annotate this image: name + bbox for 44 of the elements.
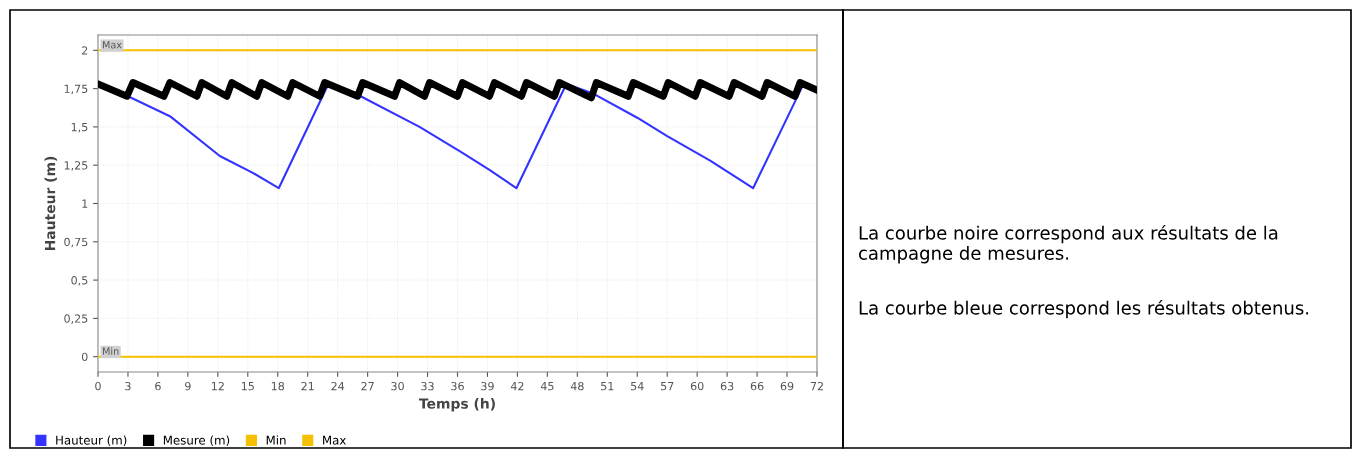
x-tick-label: 69: [780, 381, 794, 391]
x-tick-label: 6: [155, 381, 161, 391]
x-tick-label: 60: [690, 381, 704, 391]
x-tick-label: 36: [451, 381, 464, 391]
x-tick-label: 15: [241, 382, 254, 391]
x-tick-label: 0: [95, 381, 101, 391]
x-tick-label: 51: [601, 382, 614, 391]
x-tick-label: 45: [540, 382, 554, 391]
y-tick-label: 1,25: [64, 161, 88, 171]
x-tick-label: 24: [331, 381, 345, 391]
x-tick-label: 66: [750, 381, 764, 391]
y-tick-label: 1,75: [64, 84, 88, 95]
y-axis-title: Hauteur (m): [44, 156, 57, 251]
x-axis-title: Temps (h): [418, 398, 495, 412]
x-tick-label: 39: [481, 381, 494, 391]
x-tick-label: 21: [301, 381, 314, 391]
x-tick-label: 27: [361, 381, 374, 391]
legend-label: Min: [266, 435, 286, 445]
x-tick-label: 9: [185, 381, 191, 391]
y-tick-label: 2: [82, 46, 88, 55]
annotation: Min: [102, 347, 119, 355]
annotation: Max: [102, 41, 122, 49]
x-tick-label: 42: [510, 381, 524, 391]
x-tick-label: 48: [570, 381, 584, 391]
x-tick-label: 72: [810, 381, 823, 391]
y-tick-label: 1,5: [71, 123, 88, 133]
legend-label: Max: [323, 435, 346, 445]
x-tick-label: 63: [720, 381, 734, 391]
y-tick-label: 1: [82, 199, 88, 208]
x-tick-label: 57: [661, 382, 674, 391]
y-tick-label: 0,75: [64, 237, 88, 248]
x-tick-label: 30: [391, 381, 404, 391]
y-tick-label: 0: [81, 352, 88, 362]
text: La courbe bleue correspond les résultats obtenus.: [859, 300, 1309, 319]
legend-label: Hauteur (m): [56, 435, 127, 447]
x-tick-label: 18: [271, 381, 285, 391]
x-tick-label: 33: [421, 381, 434, 391]
x-tick-label: 3: [125, 381, 131, 391]
text: La courbe noire correspond aux résultats de la campagne de mesures.: [859, 225, 1278, 264]
legend-label: Mesure (m): [163, 435, 230, 447]
y-tick-label: 0,5: [71, 276, 88, 286]
x-tick-label: 12: [211, 381, 224, 391]
x-tick-label: 54: [631, 382, 644, 391]
y-tick-label: 0,25: [64, 314, 88, 324]
